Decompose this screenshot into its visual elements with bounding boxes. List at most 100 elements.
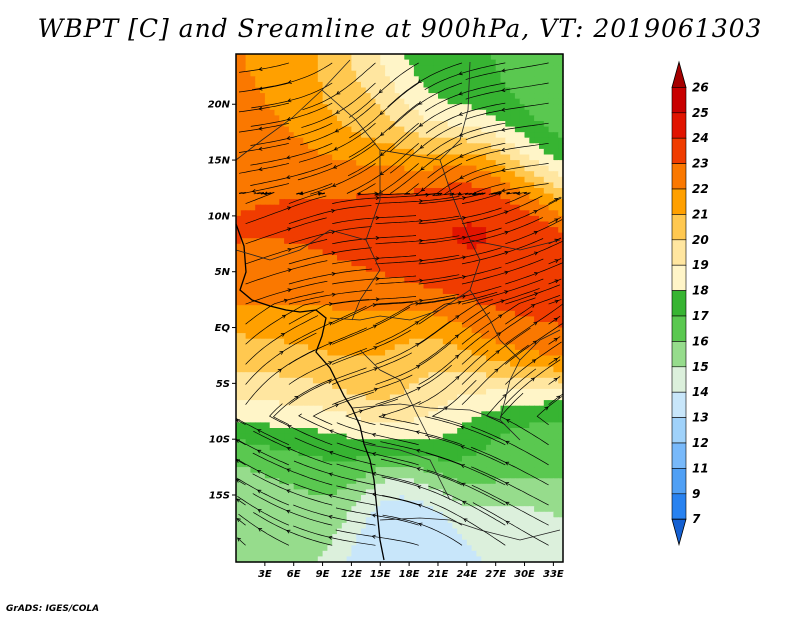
- field-cell: [524, 266, 530, 273]
- field-cell: [370, 266, 376, 273]
- field-cell: [312, 361, 319, 368]
- field-cell: [370, 76, 376, 83]
- field-cell: [385, 439, 391, 446]
- field-cell: [303, 188, 309, 195]
- field-cell: [519, 171, 526, 178]
- field-cell: [534, 394, 540, 401]
- field-cell: [293, 193, 300, 200]
- field-cell: [548, 444, 554, 451]
- field-cell: [341, 288, 348, 295]
- field-cell: [490, 221, 497, 228]
- field-cell: [510, 455, 516, 463]
- field-cell: [548, 54, 554, 61]
- field-cell: [529, 76, 535, 83]
- field-cell: [529, 444, 535, 451]
- field-cell: [452, 165, 458, 172]
- field-cell: [308, 70, 314, 77]
- field-cell: [380, 394, 386, 401]
- field-cell: [389, 104, 396, 111]
- field-cell: [442, 104, 449, 111]
- field-cell: [548, 349, 554, 357]
- field-cell: [322, 87, 328, 94]
- field-cell: [332, 154, 338, 161]
- field-cell: [423, 310, 429, 317]
- field-cell: [389, 349, 396, 357]
- field-cell: [375, 416, 381, 424]
- field-cell: [495, 428, 502, 435]
- field-cell: [264, 349, 271, 357]
- field-cell: [385, 215, 391, 223]
- field-cell: [341, 377, 348, 384]
- field-cell: [236, 377, 242, 384]
- field-cell: [288, 366, 295, 373]
- field-cell: [317, 59, 324, 66]
- field-cell: [462, 299, 468, 306]
- field-cell: [529, 411, 535, 418]
- field-cell: [534, 260, 540, 267]
- field-cell: [255, 137, 261, 144]
- field-cell: [250, 394, 256, 401]
- field-cell: [500, 176, 506, 183]
- field-cell: [418, 93, 425, 100]
- field-cell: [327, 327, 333, 334]
- field-cell: [490, 154, 497, 161]
- field-cell: [260, 416, 266, 424]
- field-cell: [490, 372, 497, 379]
- field-cell: [428, 400, 434, 407]
- field-cell: [327, 59, 333, 66]
- field-cell: [486, 450, 492, 457]
- field-cell: [288, 132, 295, 139]
- field-cell: [404, 400, 410, 407]
- field-cell: [462, 154, 468, 161]
- field-cell: [481, 109, 487, 116]
- field-cell: [288, 93, 295, 100]
- field-cell: [312, 204, 319, 211]
- field-cell: [409, 355, 415, 362]
- field-cell: [341, 361, 348, 368]
- field-cell: [553, 327, 559, 334]
- field-cell: [351, 361, 357, 368]
- field-cell: [409, 176, 415, 183]
- field-cell: [476, 405, 482, 412]
- field-cell: [312, 188, 319, 195]
- field-cell: [245, 255, 251, 262]
- field-cell: [543, 260, 550, 267]
- field-cell: [346, 444, 352, 451]
- field-cell: [404, 215, 410, 223]
- field-cell: [462, 137, 468, 144]
- field-cell: [409, 227, 415, 234]
- field-cell: [548, 93, 554, 100]
- field-cell: [490, 143, 497, 150]
- field-cell: [380, 450, 386, 457]
- field-cell: [337, 444, 343, 451]
- field-cell: [553, 333, 559, 340]
- field-cell: [365, 422, 372, 429]
- field-cell: [442, 327, 449, 334]
- field-cell: [462, 160, 468, 167]
- field-cell: [428, 81, 434, 89]
- field-cell: [260, 455, 266, 463]
- field-cell: [240, 126, 247, 133]
- field-cell: [394, 305, 401, 312]
- field-cell: [394, 154, 401, 161]
- field-cell: [394, 165, 401, 172]
- field-cell: [539, 455, 545, 463]
- field-cell: [490, 137, 497, 144]
- field-cell: [332, 54, 338, 61]
- field-cell: [452, 104, 458, 111]
- field-cell: [394, 294, 401, 301]
- field-cell: [466, 405, 473, 412]
- field-cell: [514, 243, 521, 250]
- field-cell: [337, 65, 343, 72]
- field-cell: [495, 227, 502, 234]
- field-cell: [553, 338, 559, 345]
- field-cell: [236, 366, 242, 373]
- field-cell: [346, 405, 352, 412]
- field-cell: [505, 193, 511, 200]
- field-cell: [466, 277, 473, 284]
- field-cell: [385, 455, 391, 463]
- field-cell: [476, 400, 482, 407]
- field-cell: [481, 188, 487, 195]
- field-cell: [404, 288, 410, 295]
- field-cell: [486, 439, 492, 446]
